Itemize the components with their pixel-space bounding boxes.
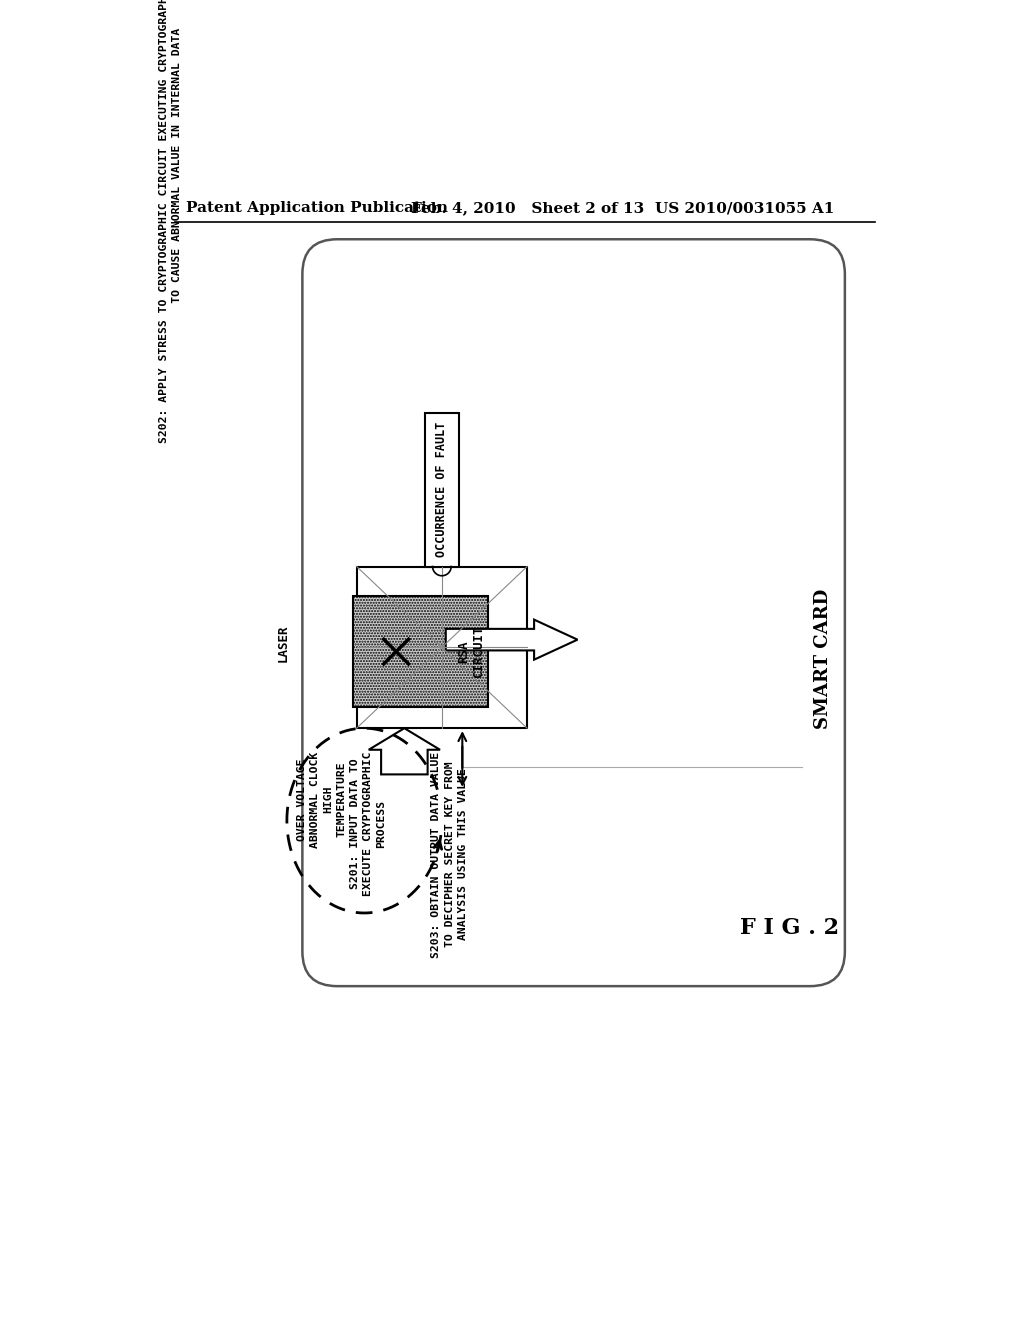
Text: SMART CARD: SMART CARD [814,589,833,729]
Text: OCCURRENCE OF FAULT: OCCURRENCE OF FAULT [435,422,449,557]
Bar [425,412,459,566]
Text: S203: OBTAIN OUTPUT DATA VALUE
TO DECIPHER SECRET KEY FROM
ANALYSIS USING THIS V: S203: OBTAIN OUTPUT DATA VALUE TO DECIPH… [431,751,468,957]
Text: LASER: LASER [276,624,290,661]
Text: F I G . 2: F I G . 2 [740,917,840,940]
Text: US 2010/0031055 A1: US 2010/0031055 A1 [655,202,835,215]
Text: S201: INPUT DATA TO
EXECUTE CRYPTOGRAPHIC
PROCESS: S201: INPUT DATA TO EXECUTE CRYPTOGRAPHI… [350,751,386,896]
Bar [356,566,527,729]
Text: S202: APPLY STRESS TO CRYPTOGRAPHIC CIRCUIT EXECUTING CRYPTOGRAPHIC PROCESS
    : S202: APPLY STRESS TO CRYPTOGRAPHIC CIRC… [159,0,182,444]
Bar [352,595,488,708]
FancyBboxPatch shape [302,239,845,986]
Polygon shape [445,619,578,660]
Polygon shape [369,729,440,775]
Text: OVER VOLTAGE
ABNORMAL CLOCK
HIGH
TEMPERATURE: OVER VOLTAGE ABNORMAL CLOCK HIGH TEMPERA… [297,751,346,847]
Text: Feb. 4, 2010   Sheet 2 of 13: Feb. 4, 2010 Sheet 2 of 13 [411,202,644,215]
Text: Patent Application Publication: Patent Application Publication [186,202,449,215]
Text: RSA
CIRCUIT: RSA CIRCUIT [458,626,485,678]
